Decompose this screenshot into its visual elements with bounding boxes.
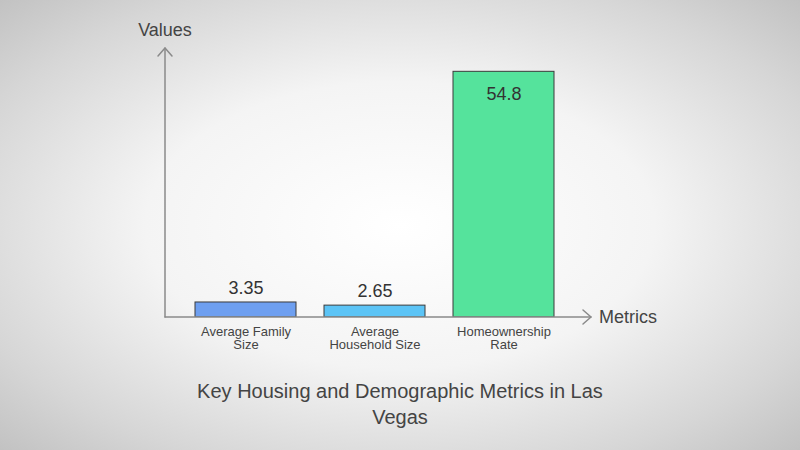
svg-text:Values: Values: [138, 20, 192, 40]
html-text:Key Housing and Demographic Me: Key Housing and Demographic Metrics in L…: [197, 380, 603, 428]
svg-text:HomeownershipRate: HomeownershipRate: [457, 324, 551, 352]
svg-text:3.35: 3.35: [228, 278, 263, 298]
svg-text:AverageHousehold Size: AverageHousehold Size: [329, 324, 420, 352]
svg-text:2.65: 2.65: [357, 281, 392, 301]
svg-text:Metrics: Metrics: [599, 307, 657, 327]
svg-text:54.8: 54.8: [486, 84, 521, 104]
svg-text:Average FamilySize: Average FamilySize: [201, 324, 292, 352]
